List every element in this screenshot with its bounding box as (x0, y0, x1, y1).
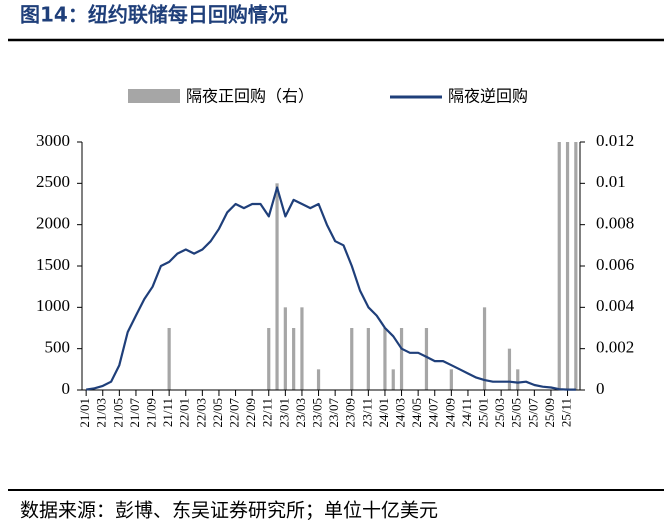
y-tick-label: 3000 (36, 131, 70, 150)
bar (267, 328, 271, 390)
y-tick-label: 500 (45, 338, 71, 357)
y-tick-label: 0 (62, 379, 71, 398)
y2-tick-label: 0.012 (596, 131, 634, 150)
x-tick-label: 24/03 (393, 398, 408, 428)
line (86, 186, 576, 391)
x-tick-label: 25/11 (559, 398, 574, 427)
bar (283, 307, 287, 390)
x-tick-label: 23/01 (276, 398, 291, 428)
x-tick-label: 21/03 (94, 398, 109, 428)
bar (557, 142, 561, 390)
bar (516, 369, 520, 390)
x-tick-label: 22/09 (243, 398, 258, 428)
y-tick-label: 1500 (36, 255, 70, 274)
x-tick-label: 21/11 (160, 398, 175, 427)
x-tick-label: 23/07 (326, 398, 341, 428)
y2-tick-label: 0.004 (596, 296, 635, 315)
bar (300, 307, 304, 390)
bar (366, 328, 370, 390)
bar (482, 307, 487, 390)
x-tick-label: 24/09 (442, 398, 457, 428)
x-tick-label: 22/05 (210, 398, 225, 428)
y-tick-label: 1000 (36, 296, 70, 315)
x-tick-label: 21/09 (144, 398, 159, 428)
y-tick-label: 2000 (36, 214, 70, 233)
x-tick-label: 21/05 (110, 398, 125, 428)
legend-label: 隔夜正回购（右） (186, 87, 314, 106)
x-tick-label: 23/09 (343, 398, 358, 428)
x-tick-label: 24/01 (376, 398, 391, 428)
x-tick-label: 24/07 (426, 398, 441, 428)
x-tick-label: 22/11 (260, 398, 275, 427)
x-tick-label: 23/03 (293, 398, 308, 428)
bar (275, 183, 279, 390)
source-note: 数据来源：彭博、东吴证券研究所；单位十亿美元 (20, 500, 438, 522)
x-tick-label: 25/01 (476, 398, 491, 428)
y-tick-label: 2500 (36, 172, 70, 191)
x-tick-label: 22/01 (177, 398, 192, 428)
x-tick-label: 25/05 (509, 398, 524, 428)
y2-tick-label: 0.008 (596, 214, 634, 233)
y2-tick-label: 0.01 (596, 172, 626, 191)
x-tick-label: 22/03 (193, 398, 208, 428)
x-tick-label: 22/07 (227, 398, 242, 428)
y2-tick-label: 0.006 (596, 255, 634, 274)
x-tick-label: 21/07 (127, 398, 142, 428)
bar (292, 328, 296, 390)
bar (565, 142, 570, 390)
y2-tick-label: 0.002 (596, 338, 634, 357)
bar (449, 369, 453, 390)
bar (399, 328, 404, 390)
x-tick-label: 21/01 (77, 398, 92, 428)
x-tick-label: 25/09 (542, 398, 557, 428)
bar (350, 328, 354, 390)
bar (507, 348, 512, 390)
x-tick-label: 23/05 (310, 398, 325, 428)
bar (391, 369, 395, 390)
x-tick-label: 23/11 (359, 398, 374, 427)
y2-tick-label: 0 (596, 379, 605, 398)
x-tick-label: 24/11 (459, 398, 474, 427)
bar (574, 142, 578, 390)
bar (424, 328, 429, 390)
bar (383, 328, 387, 390)
bar (316, 369, 321, 390)
legend-label: 隔夜逆回购 (448, 87, 528, 106)
chart-title: 图14：纽约联储每日回购情况 (20, 3, 288, 27)
x-tick-label: 24/05 (409, 398, 424, 428)
bar (167, 328, 171, 390)
x-tick-label: 25/07 (525, 398, 540, 428)
legend-swatch-bar (128, 89, 180, 103)
x-tick-label: 25/03 (492, 398, 507, 428)
